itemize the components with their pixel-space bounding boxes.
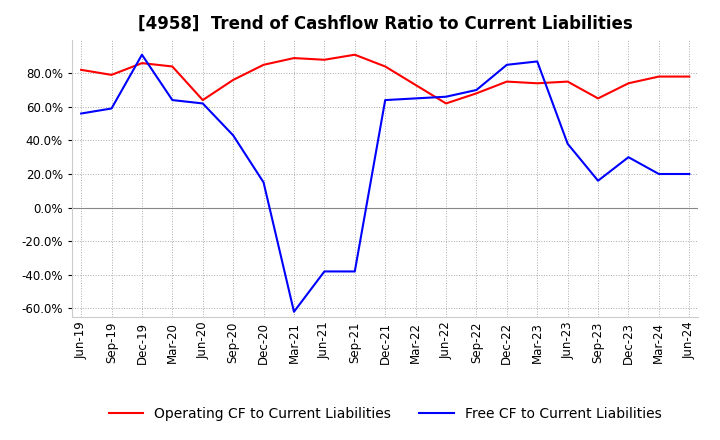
Operating CF to Current Liabilities xyxy=(441,101,450,106)
Operating CF to Current Liabilities xyxy=(351,52,359,57)
Free CF to Current Liabilities xyxy=(685,171,693,176)
Free CF to Current Liabilities xyxy=(594,178,603,183)
Operating CF to Current Liabilities xyxy=(594,96,603,101)
Free CF to Current Liabilities xyxy=(289,309,298,315)
Operating CF to Current Liabilities xyxy=(168,64,176,69)
Legend: Operating CF to Current Liabilities, Free CF to Current Liabilities: Operating CF to Current Liabilities, Fre… xyxy=(103,401,667,426)
Operating CF to Current Liabilities xyxy=(229,77,238,83)
Operating CF to Current Liabilities xyxy=(77,67,86,73)
Operating CF to Current Liabilities xyxy=(411,82,420,88)
Operating CF to Current Liabilities xyxy=(107,72,116,77)
Free CF to Current Liabilities xyxy=(381,97,390,103)
Free CF to Current Liabilities xyxy=(199,101,207,106)
Free CF to Current Liabilities xyxy=(138,52,146,57)
Operating CF to Current Liabilities xyxy=(320,57,329,62)
Operating CF to Current Liabilities xyxy=(503,79,511,84)
Free CF to Current Liabilities xyxy=(229,133,238,138)
Free CF to Current Liabilities xyxy=(472,88,481,93)
Line: Operating CF to Current Liabilities: Operating CF to Current Liabilities xyxy=(81,55,689,103)
Operating CF to Current Liabilities xyxy=(381,64,390,69)
Free CF to Current Liabilities xyxy=(351,269,359,274)
Free CF to Current Liabilities xyxy=(411,96,420,101)
Free CF to Current Liabilities xyxy=(77,111,86,116)
Operating CF to Current Liabilities xyxy=(472,91,481,96)
Operating CF to Current Liabilities xyxy=(654,74,663,79)
Free CF to Current Liabilities xyxy=(533,59,541,64)
Free CF to Current Liabilities xyxy=(563,141,572,147)
Title: [4958]  Trend of Cashflow Ratio to Current Liabilities: [4958] Trend of Cashflow Ratio to Curren… xyxy=(138,15,633,33)
Free CF to Current Liabilities xyxy=(503,62,511,67)
Free CF to Current Liabilities xyxy=(320,269,329,274)
Operating CF to Current Liabilities xyxy=(138,60,146,66)
Free CF to Current Liabilities xyxy=(107,106,116,111)
Operating CF to Current Liabilities xyxy=(533,81,541,86)
Free CF to Current Liabilities xyxy=(654,171,663,176)
Free CF to Current Liabilities xyxy=(624,154,633,160)
Line: Free CF to Current Liabilities: Free CF to Current Liabilities xyxy=(81,55,689,312)
Operating CF to Current Liabilities xyxy=(199,97,207,103)
Free CF to Current Liabilities xyxy=(168,97,176,103)
Free CF to Current Liabilities xyxy=(441,94,450,99)
Operating CF to Current Liabilities xyxy=(624,81,633,86)
Free CF to Current Liabilities xyxy=(259,180,268,185)
Operating CF to Current Liabilities xyxy=(563,79,572,84)
Operating CF to Current Liabilities xyxy=(685,74,693,79)
Operating CF to Current Liabilities xyxy=(259,62,268,67)
Operating CF to Current Liabilities xyxy=(289,55,298,61)
